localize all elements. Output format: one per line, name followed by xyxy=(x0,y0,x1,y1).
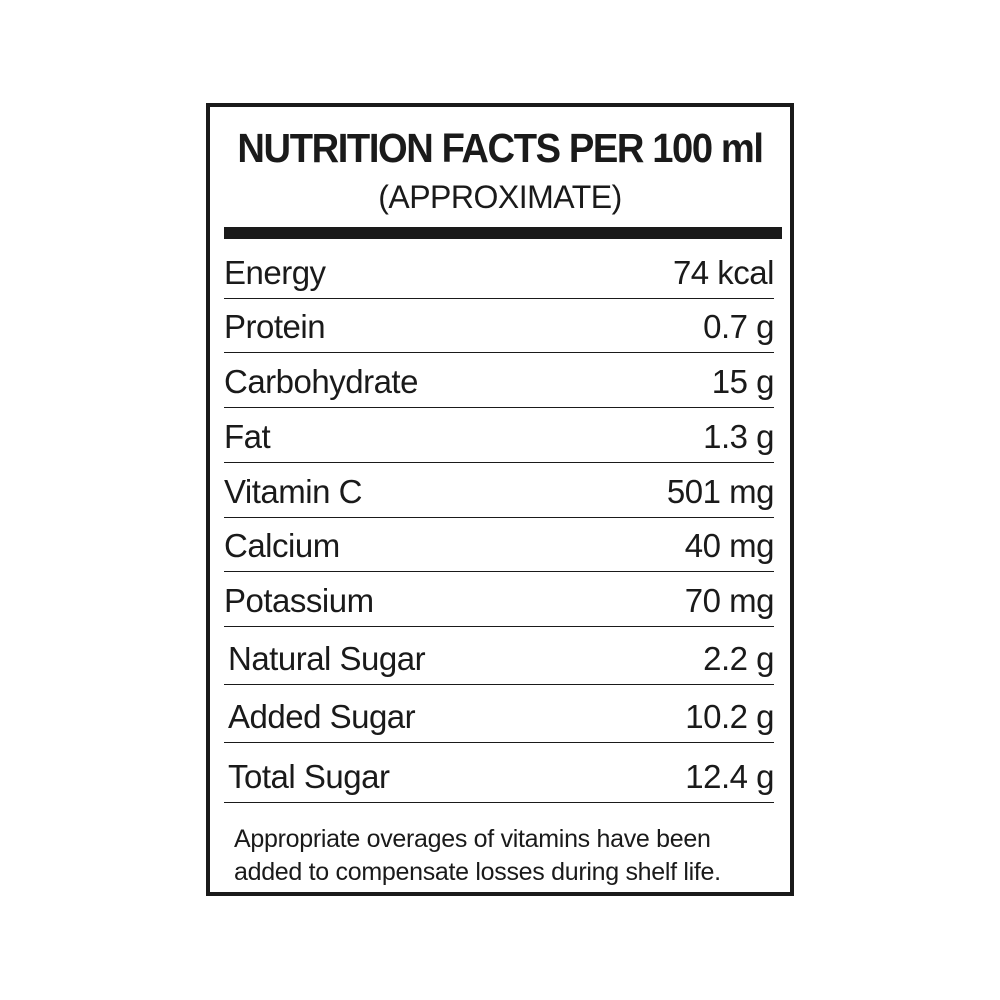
nutrient-name: Protein xyxy=(224,308,326,345)
nutrient-row-potassium: Potassium 70 mg xyxy=(224,572,775,627)
nutrient-value: 12.4 g xyxy=(685,758,774,795)
nutrient-name: Calcium xyxy=(224,527,340,564)
nutrient-name: Potassium xyxy=(224,582,374,619)
nutrient-row-fat: Fat 1.3 g xyxy=(224,408,774,463)
nutrient-row-protein: Protein 0.7 g xyxy=(224,299,774,353)
nutrient-row-calcium: Calcium 40 mg xyxy=(224,518,775,572)
nutrient-value: 0.7 g xyxy=(703,308,774,345)
nutrient-row-vitamin-c: Vitamin C 501 mg xyxy=(224,463,775,518)
nutrient-row-natural-sugar: Natural Sugar 2.2 g xyxy=(224,627,774,685)
footnote-line: Appropriate overages of vitamins have be… xyxy=(234,825,711,853)
nutrient-row-carbohydrate: Carbohydrate 15 g xyxy=(224,353,775,408)
nutrient-value: 40 mg xyxy=(684,527,775,564)
header-divider xyxy=(224,227,782,239)
label-subtitle: (APPROXIMATE) xyxy=(378,179,622,215)
footnote-line: added to compensate losses during shelf … xyxy=(234,858,721,886)
nutrient-name: Vitamin C xyxy=(224,473,362,510)
nutrient-value: 2.2 g xyxy=(703,640,774,677)
nutrient-value: 1.3 g xyxy=(703,418,774,455)
nutrient-value: 74 kcal xyxy=(672,254,775,291)
nutrient-value: 10.2 g xyxy=(685,698,774,735)
nutrient-name: Energy xyxy=(224,254,326,291)
nutrient-name: Total Sugar xyxy=(228,758,390,795)
nutrient-row-total-sugar: Total Sugar 12.4 g xyxy=(224,743,774,803)
nutrition-facts-label: NUTRITION FACTS PER 100 ml (APPROXIMATE)… xyxy=(206,103,794,896)
nutrient-value: 70 mg xyxy=(684,582,775,619)
label-title: NUTRITION FACTS PER 100 ml xyxy=(237,125,764,171)
nutrient-name: Added Sugar xyxy=(228,698,416,735)
nutrient-name: Natural Sugar xyxy=(228,640,426,677)
nutrient-row-energy: Energy 74 kcal xyxy=(224,239,775,299)
nutrient-row-added-sugar: Added Sugar 10.2 g xyxy=(224,685,774,743)
label-footnote: Appropriate overages of vitamins have be… xyxy=(234,823,774,889)
nutrient-value: 501 mg xyxy=(666,473,775,510)
nutrient-name: Fat xyxy=(224,418,271,455)
nutrient-value: 15 g xyxy=(711,363,775,400)
nutrient-name: Carbohydrate xyxy=(224,363,418,400)
